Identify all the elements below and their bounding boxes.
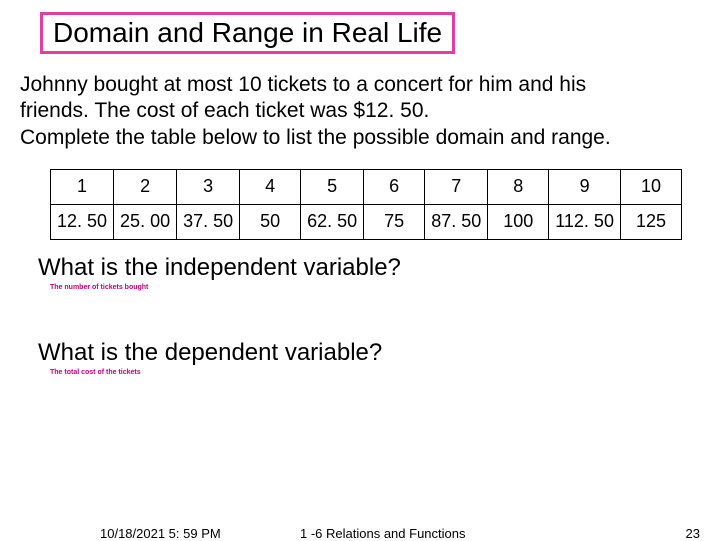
cell: 100 <box>488 204 549 239</box>
cell: 75 <box>364 204 425 239</box>
cell: 2 <box>114 169 177 204</box>
cell: 7 <box>425 169 488 204</box>
cell: 125 <box>620 204 681 239</box>
cell: 5 <box>301 169 364 204</box>
table-row: 12. 50 25. 00 37. 50 50 62. 50 75 87. 50… <box>51 204 682 239</box>
cell: 9 <box>549 169 621 204</box>
cell: 112. 50 <box>549 204 621 239</box>
cell: 1 <box>51 169 114 204</box>
cell: 4 <box>240 169 301 204</box>
problem-line-1: Johnny bought at most 10 tickets to a co… <box>20 73 586 96</box>
title-box: Domain and Range in Real Life <box>40 12 455 54</box>
cell: 10 <box>620 169 681 204</box>
answer-2: The total cost of the tickets <box>50 369 720 376</box>
cell: 6 <box>364 169 425 204</box>
question-1: What is the independent variable? <box>38 254 720 282</box>
footer-date: 10/18/2021 5: 59 PM <box>100 526 221 541</box>
footer-page: 23 <box>686 526 700 541</box>
problem-text: Johnny bought at most 10 tickets to a co… <box>20 72 700 151</box>
data-table: 1 2 3 4 5 6 7 8 9 10 12. 50 25. 00 37. 5… <box>50 169 720 240</box>
cell: 37. 50 <box>177 204 240 239</box>
cell: 50 <box>240 204 301 239</box>
question-2: What is the dependent variable? <box>38 339 720 367</box>
cell: 8 <box>488 169 549 204</box>
answer-1: The number of tickets bought <box>50 284 720 291</box>
problem-line-3: Complete the table below to list the pos… <box>20 126 611 149</box>
problem-line-2: friends. The cost of each ticket was $12… <box>20 99 429 122</box>
cell: 3 <box>177 169 240 204</box>
cell: 62. 50 <box>301 204 364 239</box>
cell: 87. 50 <box>425 204 488 239</box>
table-row: 1 2 3 4 5 6 7 8 9 10 <box>51 169 682 204</box>
cell: 12. 50 <box>51 204 114 239</box>
cell: 25. 00 <box>114 204 177 239</box>
footer-center: 1 -6 Relations and Functions <box>300 526 465 541</box>
page-title: Domain and Range in Real Life <box>53 17 442 48</box>
